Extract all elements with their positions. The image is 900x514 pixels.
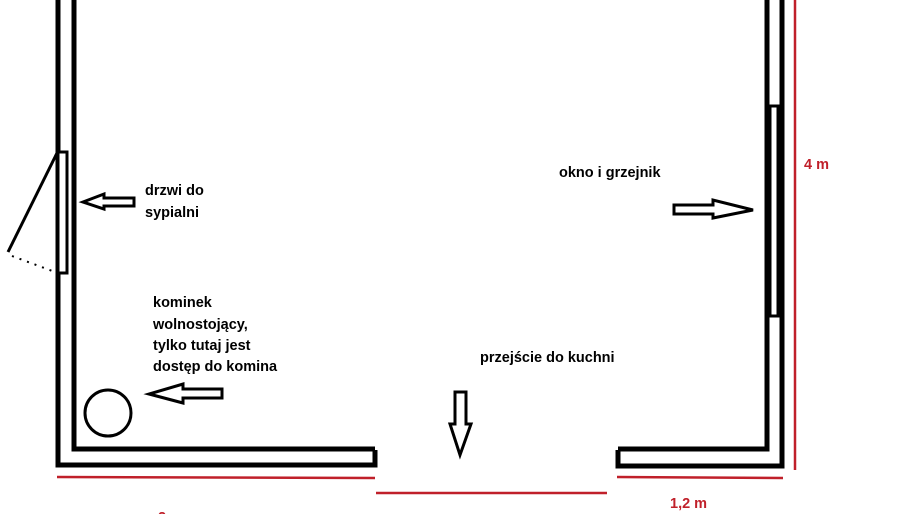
arrow-left-door-icon [78,191,136,212]
inner-wall-left [71,0,375,452]
label-line: kominek [153,295,213,311]
label-line: tylko tutaj jest [153,338,251,354]
label-bedroom-door: drzwi do sypialni [145,183,208,221]
dimension-bottom-right: 1,2 m [670,496,707,512]
window [768,104,780,318]
fireplace-circle [83,388,133,438]
door-swing-arc [11,255,56,273]
label-line: dostęp do komina [153,359,278,375]
dim-line-bottom-right [616,475,784,480]
arrow-right-window-icon [672,198,754,220]
label-line: wolnostojący, [152,317,248,333]
arrow-down-kitchen-icon [447,390,474,460]
dimension-height: 4 m [804,157,829,173]
dim-line-bottom-left [56,475,376,480]
label-fireplace: kominek wolnostojący, tylko tutaj jest d… [152,295,278,375]
label-kitchen-passage: przejście do kuchni [480,350,615,366]
outer-wall-right [615,0,785,469]
dimension-lines [56,0,797,495]
bedroom-door [56,150,69,275]
arrow-left-fireplace-icon [143,381,224,405]
dimension-bottom-left: 2 m [158,510,183,514]
door-swing-line [6,152,59,253]
label-window: okno i grzejnik [559,165,661,181]
label-line: sypialni [145,205,199,221]
label-line: drzwi do [145,183,204,199]
inner-wall-right [618,0,770,452]
